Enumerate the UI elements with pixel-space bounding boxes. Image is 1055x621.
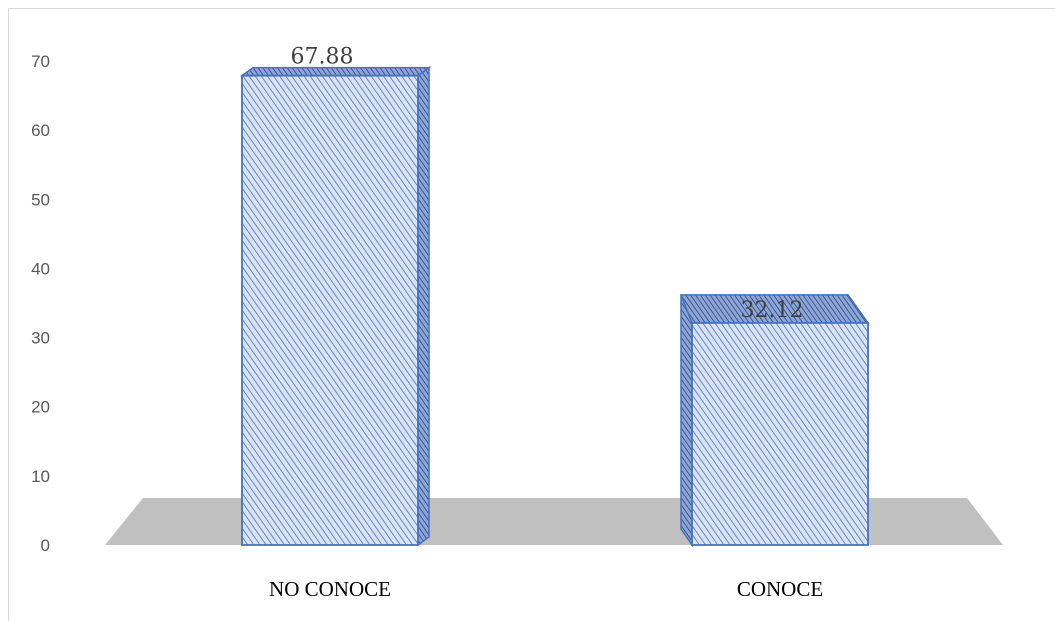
bar-conoce: [679, 294, 870, 548]
chart-frame: [8, 8, 1055, 621]
data-label: 67.88: [291, 45, 354, 70]
y-tick-label: 0: [41, 536, 50, 555]
y-tick-label: 20: [31, 398, 50, 417]
y-tick-label: 60: [31, 121, 50, 140]
x-tick-label: NO CONOCE: [269, 577, 391, 601]
y-tick-label: 10: [31, 467, 50, 486]
bar-no-conoce: [239, 66, 432, 547]
data-label: 32.12: [741, 298, 804, 323]
x-tick-label: CONOCE: [737, 577, 823, 601]
y-tick-label: 50: [31, 190, 50, 209]
y-tick-label: 70: [31, 52, 50, 71]
y-tick-label: 30: [31, 329, 50, 348]
y-tick-label: 40: [31, 259, 50, 278]
